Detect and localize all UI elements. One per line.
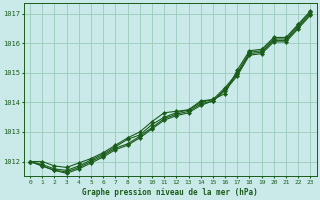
X-axis label: Graphe pression niveau de la mer (hPa): Graphe pression niveau de la mer (hPa) (82, 188, 258, 197)
